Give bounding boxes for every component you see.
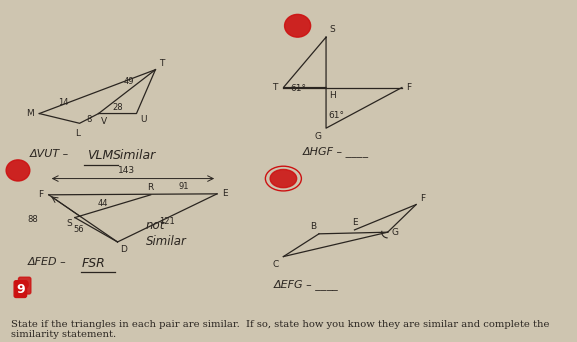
Text: 56: 56 [74,225,84,234]
Text: 121: 121 [159,217,175,226]
Text: V: V [101,117,107,127]
Text: 14: 14 [58,98,68,107]
Text: B: B [310,222,317,231]
Text: S: S [67,219,73,228]
Text: M: M [26,109,33,118]
Text: C: C [272,260,279,269]
Text: ΔFED –: ΔFED – [28,256,70,266]
Text: 49: 49 [124,77,134,86]
Text: F: F [407,83,412,92]
Text: 9: 9 [16,282,25,295]
Text: E: E [351,218,357,227]
Text: 8: 8 [87,115,92,124]
Ellipse shape [6,160,30,181]
Text: G: G [391,228,399,237]
Text: ΔHGF – ____: ΔHGF – ____ [302,146,369,157]
Text: 143: 143 [118,166,136,175]
Text: 9: 9 [20,279,29,292]
Ellipse shape [284,14,310,37]
Text: 44: 44 [98,199,108,208]
Text: T: T [159,59,164,68]
Text: 28: 28 [112,103,123,112]
Text: 91: 91 [179,182,189,190]
Text: F: F [38,190,43,199]
Text: R: R [148,183,154,192]
Text: G: G [314,132,321,141]
Text: ΔEFG – ____: ΔEFG – ____ [274,279,339,290]
Text: FSR: FSR [82,256,106,269]
Text: H: H [329,91,336,101]
Text: ΔVUT –: ΔVUT – [30,149,73,159]
Text: F: F [420,194,425,203]
Text: L: L [74,129,80,138]
Text: D: D [120,245,127,254]
Text: not
Similar: not Similar [146,219,187,248]
Text: 88: 88 [28,215,38,224]
Text: 61°: 61° [328,111,344,120]
Text: 61°: 61° [290,84,306,93]
Text: U: U [140,115,147,124]
Text: T: T [272,83,278,92]
Circle shape [270,169,297,188]
Text: E: E [222,189,227,198]
Text: VLM: VLM [87,149,113,162]
Text: State if the triangles in each pair are similar.  If so, state how you know they: State if the triangles in each pair are … [11,320,549,339]
Text: Similar: Similar [113,149,156,162]
Text: S: S [329,25,335,34]
